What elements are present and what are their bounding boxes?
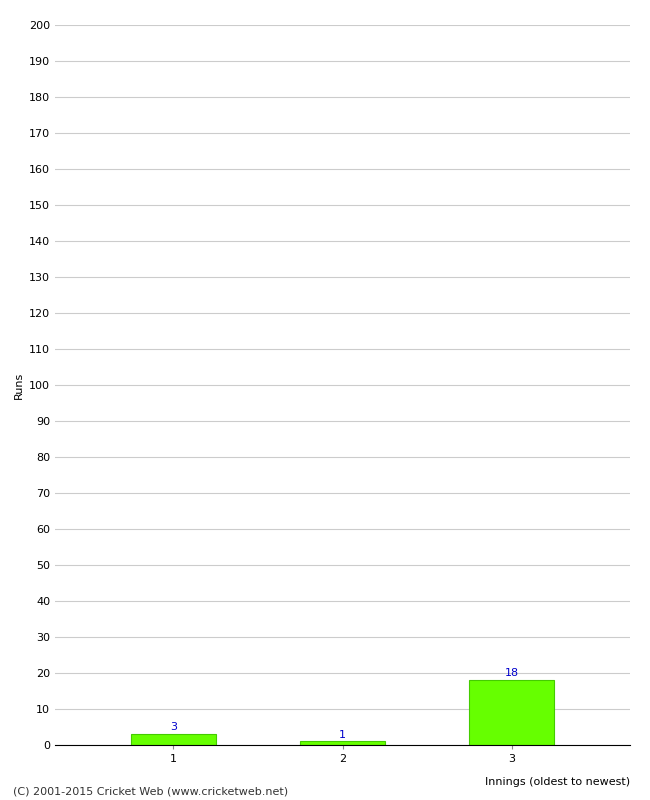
Text: 18: 18: [504, 669, 519, 678]
Text: Innings (oldest to newest): Innings (oldest to newest): [485, 778, 630, 787]
Text: (C) 2001-2015 Cricket Web (www.cricketweb.net): (C) 2001-2015 Cricket Web (www.cricketwe…: [13, 786, 288, 796]
Bar: [469, 680, 554, 745]
Text: 3: 3: [170, 722, 177, 733]
Y-axis label: Runs: Runs: [14, 371, 23, 398]
Bar: [300, 742, 385, 745]
Bar: [131, 734, 216, 745]
Text: 1: 1: [339, 730, 346, 739]
